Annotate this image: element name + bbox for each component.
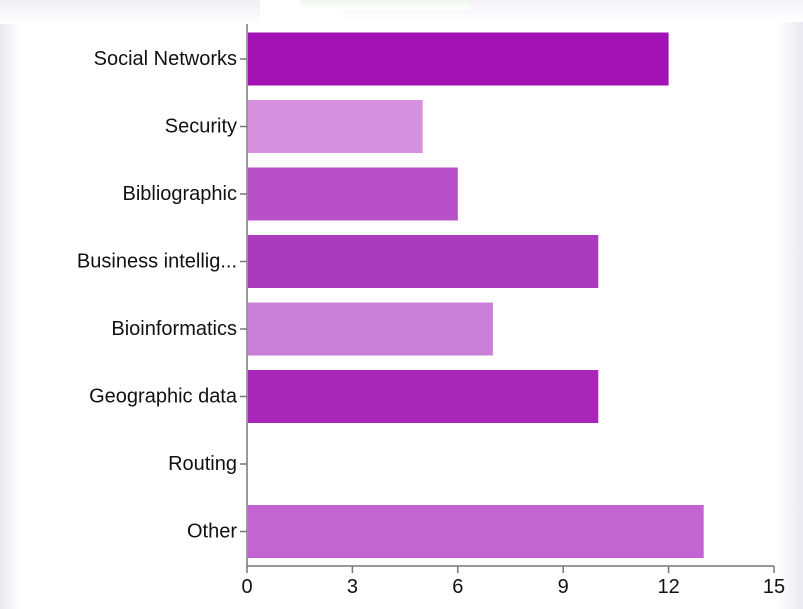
- y-tick-label: Bibliographic: [122, 183, 237, 205]
- y-tick-label: Routing: [168, 453, 237, 475]
- background-right-gradient: [777, 0, 803, 609]
- y-tick-label: Security: [165, 116, 237, 138]
- y-tick-label: Bioinformatics: [111, 318, 237, 340]
- bar: [248, 167, 458, 221]
- x-tick-label: 3: [347, 576, 358, 598]
- bar: [248, 32, 669, 86]
- x-tick-label: 15: [763, 576, 785, 598]
- background-top-green-gradient: [300, 0, 470, 10]
- bars-group: [248, 32, 704, 558]
- y-tick-label: Other: [187, 521, 237, 543]
- bar: [248, 370, 599, 423]
- x-tick-label: 9: [558, 576, 569, 598]
- y-tick-label: Business intellig...: [77, 251, 237, 273]
- bar: [248, 235, 599, 288]
- x-axis: 0 3 6 9 12 15: [241, 565, 785, 598]
- background-left-gradient: [0, 0, 22, 609]
- x-tick-label: 0: [241, 576, 252, 598]
- bar: [248, 302, 493, 356]
- background-top-left-gradient: [0, 0, 260, 24]
- x-tick-label: 12: [657, 576, 679, 598]
- y-tick-label: Social Networks: [94, 48, 237, 70]
- bar: [248, 100, 423, 153]
- y-tick-label: Geographic data: [89, 386, 238, 408]
- bar: [248, 505, 704, 558]
- x-tick-label: 6: [452, 576, 463, 598]
- y-axis: Social Networks Security Bibliographic Busi…: [77, 24, 248, 566]
